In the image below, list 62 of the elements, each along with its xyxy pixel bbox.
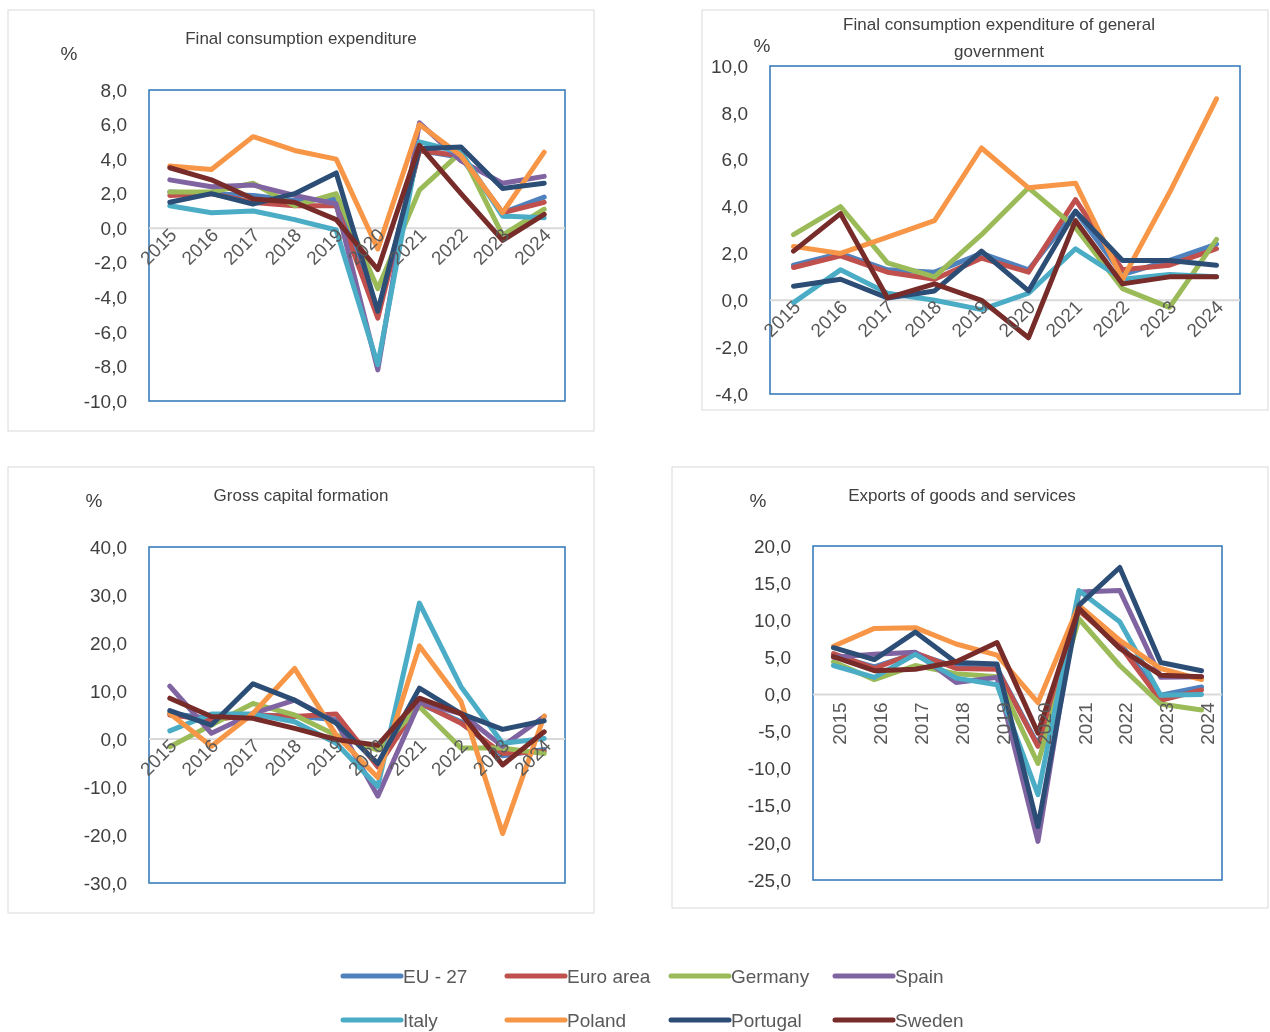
y-tick-label: 30,0 xyxy=(90,584,127,606)
legend-label: Euro area xyxy=(567,965,651,987)
chart-title: Final consumption expenditure xyxy=(185,29,417,48)
y-tick-label: 6,0 xyxy=(100,114,127,136)
y-tick-label: -25,0 xyxy=(747,869,791,891)
y-tick-label: 20,0 xyxy=(754,535,791,557)
x-tick-label: 2022 xyxy=(1115,702,1137,745)
x-tick-label: 2017 xyxy=(910,702,932,745)
y-tick-label: -6,0 xyxy=(94,321,127,343)
y-tick-label: -15,0 xyxy=(747,795,791,817)
chart-title: Gross capital formation xyxy=(213,486,389,505)
y-tick-label: -20,0 xyxy=(83,824,127,846)
y-tick-label: -2,0 xyxy=(715,336,748,358)
y-tick-label: -5,0 xyxy=(758,721,791,743)
y-tick-label: 0,0 xyxy=(764,684,791,706)
legend-label: Sweden xyxy=(895,1009,964,1031)
y-tick-label: 20,0 xyxy=(90,632,127,654)
y-axis-title: % xyxy=(85,490,103,511)
legend-label: Italy xyxy=(403,1009,439,1031)
y-tick-label: -2,0 xyxy=(94,252,127,274)
y-tick-label: 10,0 xyxy=(754,609,791,631)
chart-title: Exports of goods and services xyxy=(848,486,1076,505)
y-axis-title: % xyxy=(749,490,767,511)
y-tick-label: 40,0 xyxy=(90,536,127,558)
x-tick-label: 2018 xyxy=(951,702,973,745)
y-axis-title: % xyxy=(60,43,78,64)
y-tick-label: 4,0 xyxy=(721,196,748,218)
y-tick-label: -10,0 xyxy=(83,390,127,412)
y-tick-label: 0,0 xyxy=(100,728,127,750)
x-tick-label: 2020 xyxy=(1033,702,1055,745)
legend-label: Portugal xyxy=(731,1009,802,1031)
y-tick-label: 2,0 xyxy=(100,183,127,205)
x-tick-label: 2024 xyxy=(1197,702,1219,745)
y-tick-label: -8,0 xyxy=(94,356,127,378)
y-tick-label: 8,0 xyxy=(721,102,748,124)
x-tick-label: 2019 xyxy=(992,702,1014,745)
legend-label: Germany xyxy=(731,965,810,987)
legend-label: Poland xyxy=(567,1009,627,1031)
y-tick-label: 4,0 xyxy=(100,148,127,170)
y-tick-label: -30,0 xyxy=(83,872,127,894)
y-tick-label: 0,0 xyxy=(721,289,748,311)
x-tick-label: 2021 xyxy=(1074,702,1096,745)
chart-title: Final consumption expenditure of general government xyxy=(843,15,1155,61)
y-axis-title: % xyxy=(753,35,771,56)
y-tick-label: 8,0 xyxy=(100,79,127,101)
y-tick-label: 10,0 xyxy=(711,55,748,77)
y-tick-label: 15,0 xyxy=(754,572,791,594)
y-tick-label: -4,0 xyxy=(94,286,127,308)
y-tick-label: -20,0 xyxy=(747,832,791,854)
y-tick-label: 2,0 xyxy=(721,243,748,265)
y-tick-label: 0,0 xyxy=(100,217,127,239)
legend-label: EU - 27 xyxy=(403,965,468,987)
y-tick-label: -10,0 xyxy=(747,758,791,780)
y-tick-label: 5,0 xyxy=(764,646,791,668)
y-tick-label: 10,0 xyxy=(90,680,127,702)
x-tick-label: 2015 xyxy=(829,702,851,745)
x-tick-label: 2023 xyxy=(1156,702,1178,745)
y-tick-label: -4,0 xyxy=(715,383,748,405)
x-tick-label: 2016 xyxy=(870,702,891,745)
y-tick-label: -10,0 xyxy=(83,776,127,798)
y-tick-label: 6,0 xyxy=(721,149,748,171)
legend-label: Spain xyxy=(895,965,944,987)
